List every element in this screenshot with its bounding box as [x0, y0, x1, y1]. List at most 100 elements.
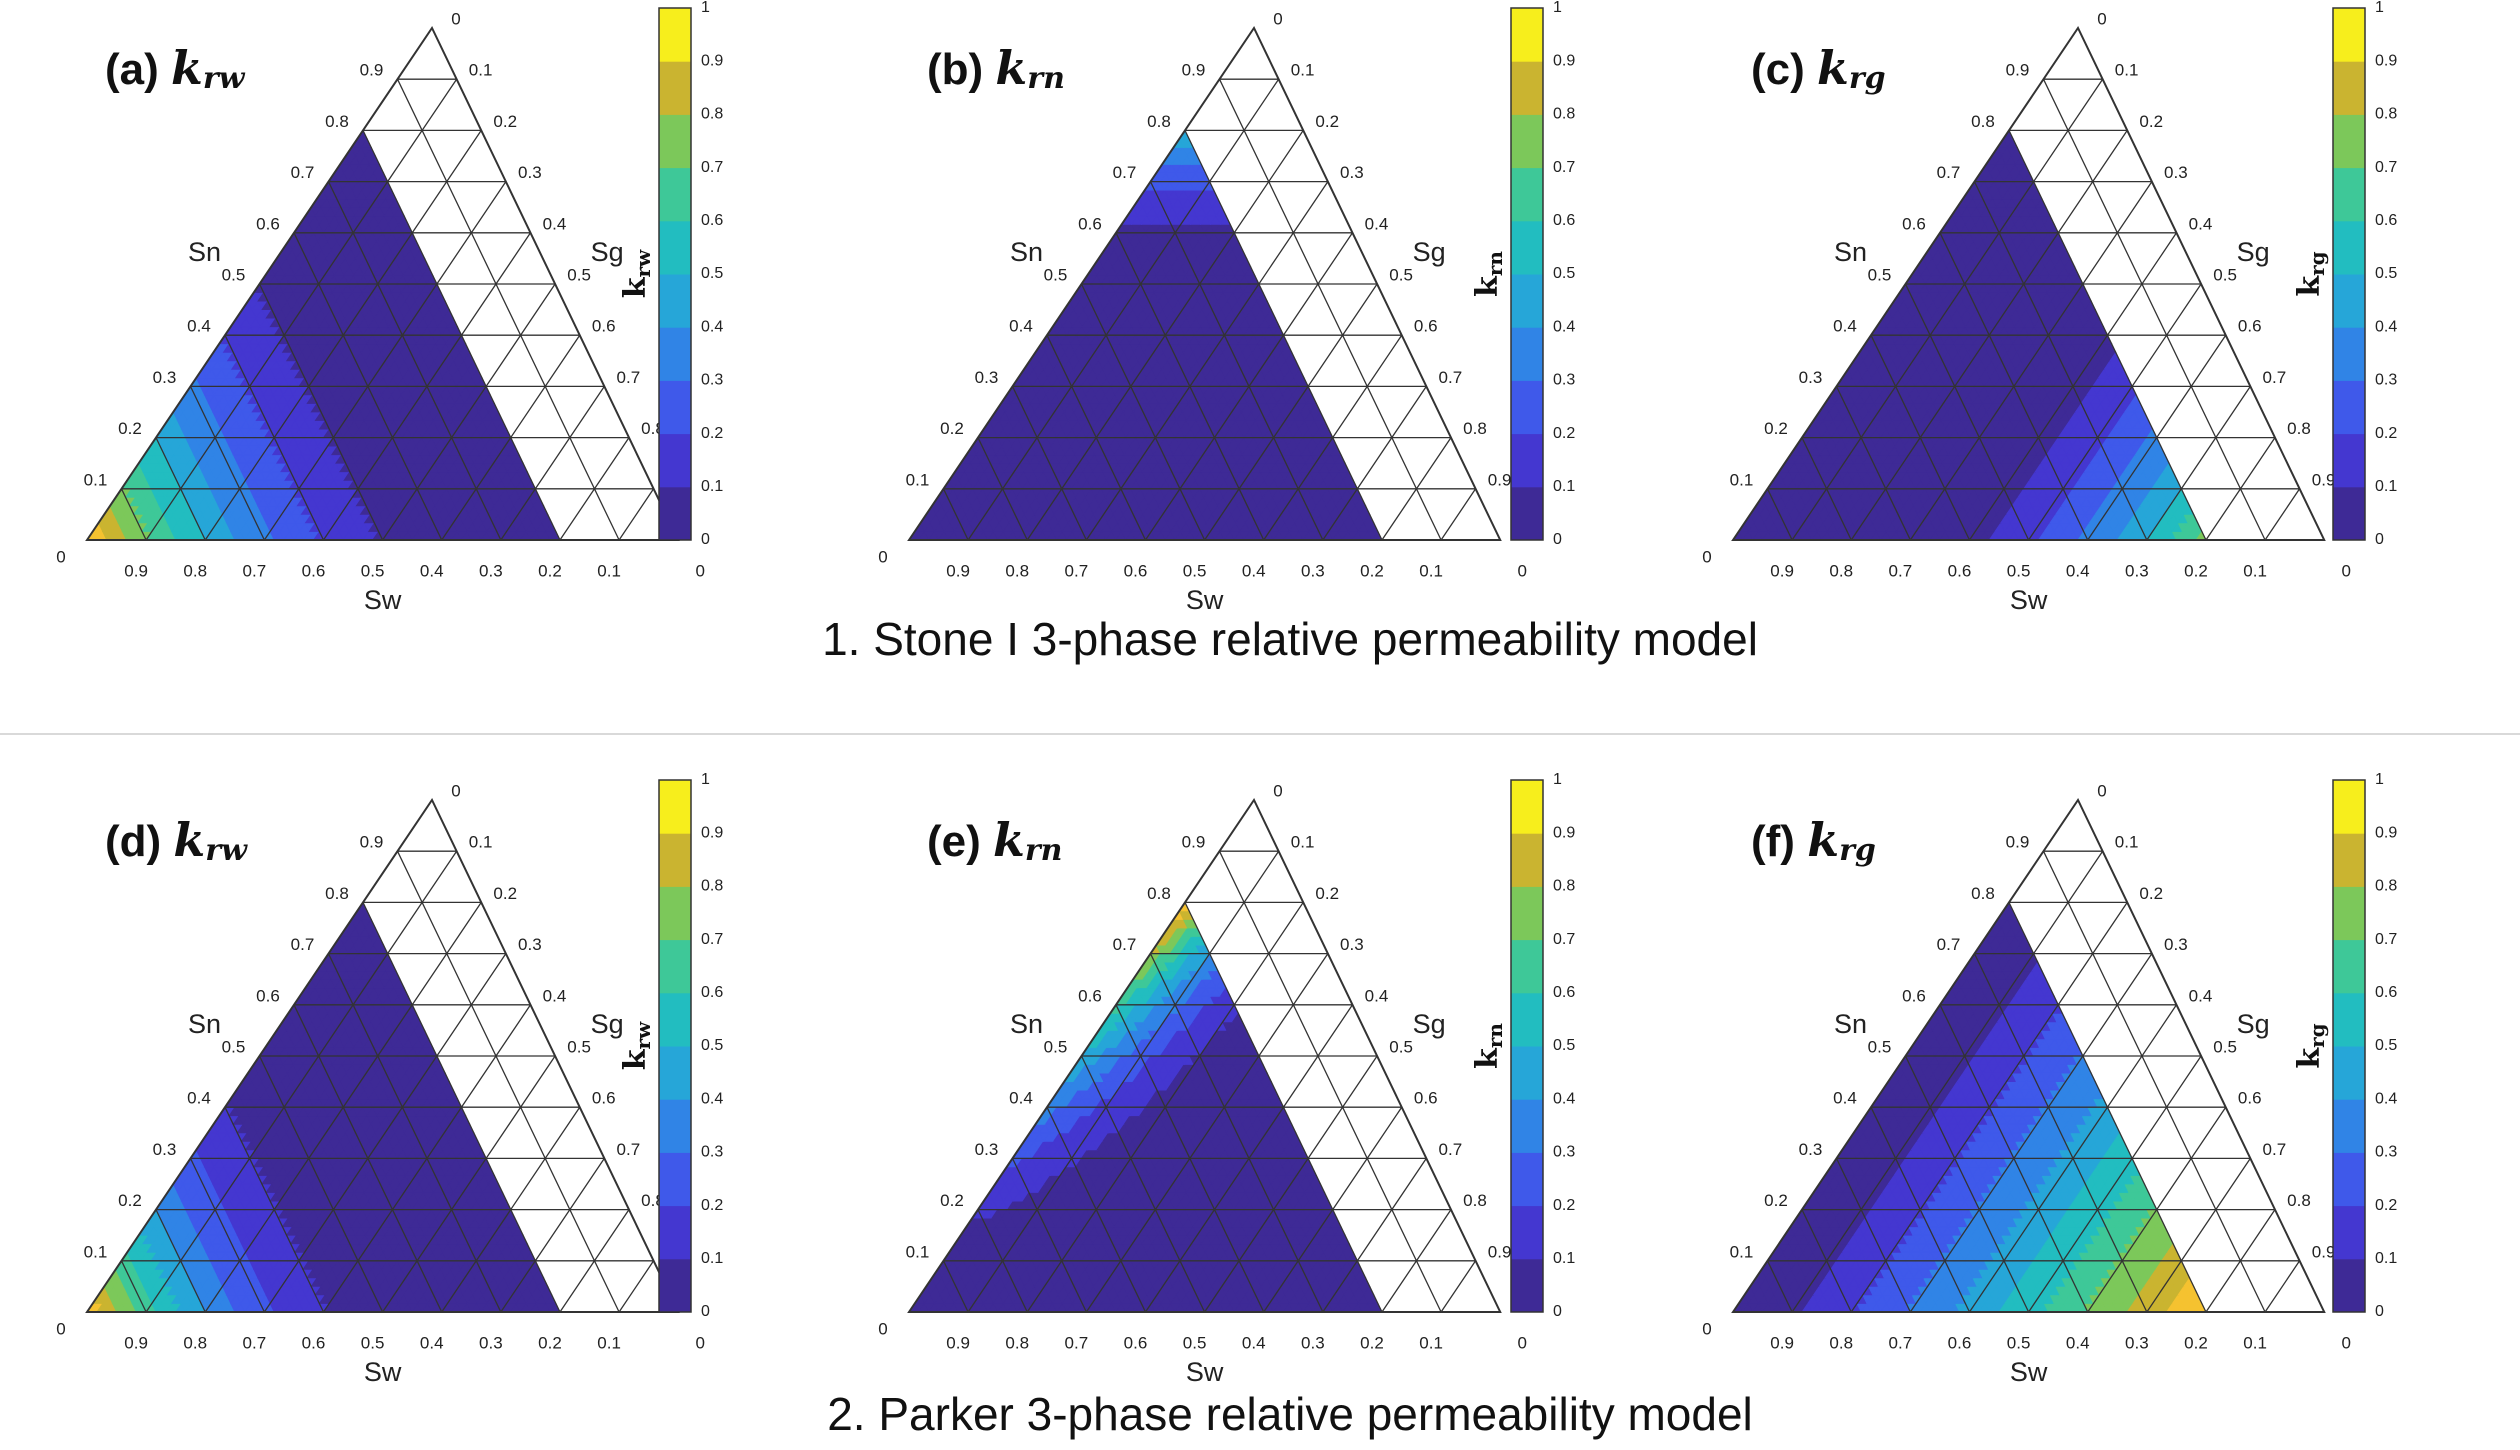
- panel-title: (b) krn: [927, 41, 1065, 96]
- tick-label-sn: 0.8: [325, 112, 349, 131]
- tick-label-sw: 0.3: [1301, 561, 1325, 580]
- colorbar-segment: [659, 380, 691, 435]
- colorbar-label-k: k: [618, 276, 653, 298]
- axis-name-sn: Sn: [188, 237, 221, 267]
- panel-subscript: rw: [203, 61, 246, 96]
- colorbar-tick-label: 0.5: [701, 265, 723, 282]
- colorbar-label-sub: rw: [631, 249, 655, 278]
- colorbar-segment: [1511, 486, 1543, 541]
- colorbar-segment: [1511, 167, 1543, 222]
- panel-subscript: rn: [1027, 61, 1065, 96]
- tick-label-sg: 0.4: [1365, 214, 1389, 233]
- colorbar-tick-label: 1: [1553, 0, 1562, 16]
- panel-title: (a) krw: [105, 41, 246, 96]
- colorbar-label-k: k: [1470, 275, 1505, 297]
- axis-name-sn: Sn: [1010, 237, 1043, 267]
- tick-label-sg: 0.1: [1291, 61, 1315, 80]
- tick-label-sn: 0.3: [153, 368, 177, 387]
- colorbar-tick-label: 0.1: [701, 478, 723, 495]
- tick-label-sg: 0: [451, 9, 460, 28]
- panel-letter: (b): [927, 45, 995, 94]
- ternary-panel-b: 0 0 0.1 0.1 0.1 0.2 0.2 0.2 0.3 0.3 0.3 0.4 0.4 0.4 0.…: [878, 0, 1575, 615]
- tick-label-sw: 0.6: [1124, 561, 1148, 580]
- tick-label-sn: 0.4: [1009, 317, 1033, 336]
- tick-label-sg: 0.2: [493, 112, 517, 131]
- colorbar-tick-label: 0.2: [1553, 425, 1575, 442]
- tick-label-sn: 0.6: [256, 214, 280, 233]
- colorbar-segment: [1511, 327, 1543, 381]
- colorbar-tick-label: 0.4: [1553, 318, 1575, 335]
- colorbar-tick-label: 0.3: [701, 372, 723, 389]
- tick-label-sw: 0.2: [538, 561, 562, 580]
- tick-label-sw: 0: [695, 561, 704, 580]
- tick-label-sg: 0.6: [592, 317, 616, 336]
- tick-label-sn: 0.7: [1113, 163, 1137, 182]
- tick-label-sn: 0.6: [1078, 214, 1102, 233]
- panel-k: k: [171, 41, 203, 95]
- colorbar-segment: [659, 327, 691, 381]
- colorbar-tick-label: 1: [701, 0, 710, 16]
- tick-label-sw: 0.9: [124, 561, 148, 580]
- tick-label-sw: 0.8: [1005, 561, 1029, 580]
- colorbar-tick-label: 0.8: [701, 106, 723, 123]
- tick-label-sg: 0.7: [1439, 368, 1463, 387]
- colorbar-segment: [1511, 61, 1543, 115]
- tick-label-sw: 0.1: [1419, 561, 1443, 580]
- colorbar-tick-label: 0.3: [1553, 372, 1575, 389]
- tick-label-sw: 0: [1517, 561, 1526, 580]
- colorbar-tick-label: 0.6: [701, 212, 723, 229]
- colorbar-segment: [659, 8, 691, 62]
- tick-label-sn: 0.7: [291, 163, 315, 182]
- colorbar-segment: [1511, 114, 1543, 169]
- colorbar-label: krn: [1470, 251, 1507, 297]
- tick-label-sn: 0.9: [1182, 61, 1206, 80]
- tick-label-sn: 0.8: [1147, 112, 1171, 131]
- colorbar-segment: [659, 167, 691, 222]
- tick-label-sg: 0.9: [1488, 470, 1512, 489]
- tick-label-sw: 0.7: [243, 561, 267, 580]
- tick-label-sn: 0.5: [222, 265, 246, 284]
- colorbar-tick-label: 0.7: [1553, 159, 1575, 176]
- colorbar-segment: [659, 274, 691, 328]
- tick-label-sn: 0.3: [975, 368, 999, 387]
- tick-label-sg: 0.5: [567, 265, 591, 284]
- ternary-panel-c: 000.10.10.10.20.20.20.30.30.30.40.40.40.…: [1702, 0, 2397, 615]
- colorbar-segment: [659, 114, 691, 169]
- axis-name-sw: Sw: [364, 585, 402, 615]
- tick-label-sw: 0.4: [420, 561, 444, 580]
- tick-label-sw: 0.1: [597, 561, 621, 580]
- tick-label-sw: 0.7: [1065, 561, 1089, 580]
- tick-label-sg: 0.8: [1463, 419, 1487, 438]
- tick-label-sn: 0: [878, 547, 887, 566]
- colorbar-tick-label: 0.9: [701, 52, 723, 69]
- tick-label-sw: 0.3: [479, 561, 503, 580]
- colorbar-segment: [1511, 220, 1543, 275]
- tick-label-sw: 0.8: [183, 561, 207, 580]
- colorbar-segment: [1511, 380, 1543, 435]
- tick-label-sn: 0.4: [187, 317, 211, 336]
- tick-label-sn: 0.2: [940, 419, 964, 438]
- axis-name-sw: Sw: [1186, 585, 1224, 615]
- colorbar-tick-label: 0: [701, 531, 710, 548]
- tick-label-sn: 0.1: [84, 470, 108, 489]
- grid-line-sg: [1440, 488, 1477, 541]
- tick-label-sw: 0.2: [1360, 561, 1384, 580]
- ternary-panel-a: 000.10.10.10.20.20.20.30.30.30.40.40.40.…: [56, 0, 723, 615]
- tick-label-sg: 0.5: [1389, 265, 1413, 284]
- colorbar-tick-label: 0.7: [701, 159, 723, 176]
- tick-label-sw: 0.9: [946, 561, 970, 580]
- tick-label-sn: 0.5: [1044, 265, 1068, 284]
- data-cells: [86, 129, 561, 541]
- tick-label-sn: 0.1: [906, 470, 930, 489]
- tick-label-sg: 0.3: [518, 163, 542, 182]
- colorbar-label-sub: rn: [1483, 251, 1507, 277]
- colorbar-tick-label: 0.1: [1553, 478, 1575, 495]
- panel-letter: (a): [105, 45, 171, 94]
- colorbar-segment: [1511, 433, 1543, 488]
- tick-label-sw: 0.4: [1242, 561, 1266, 580]
- tick-label-sw: 0.5: [361, 561, 385, 580]
- colorbar-tick-label: 0: [1553, 531, 1562, 548]
- tick-label-sn: 0: [56, 547, 65, 566]
